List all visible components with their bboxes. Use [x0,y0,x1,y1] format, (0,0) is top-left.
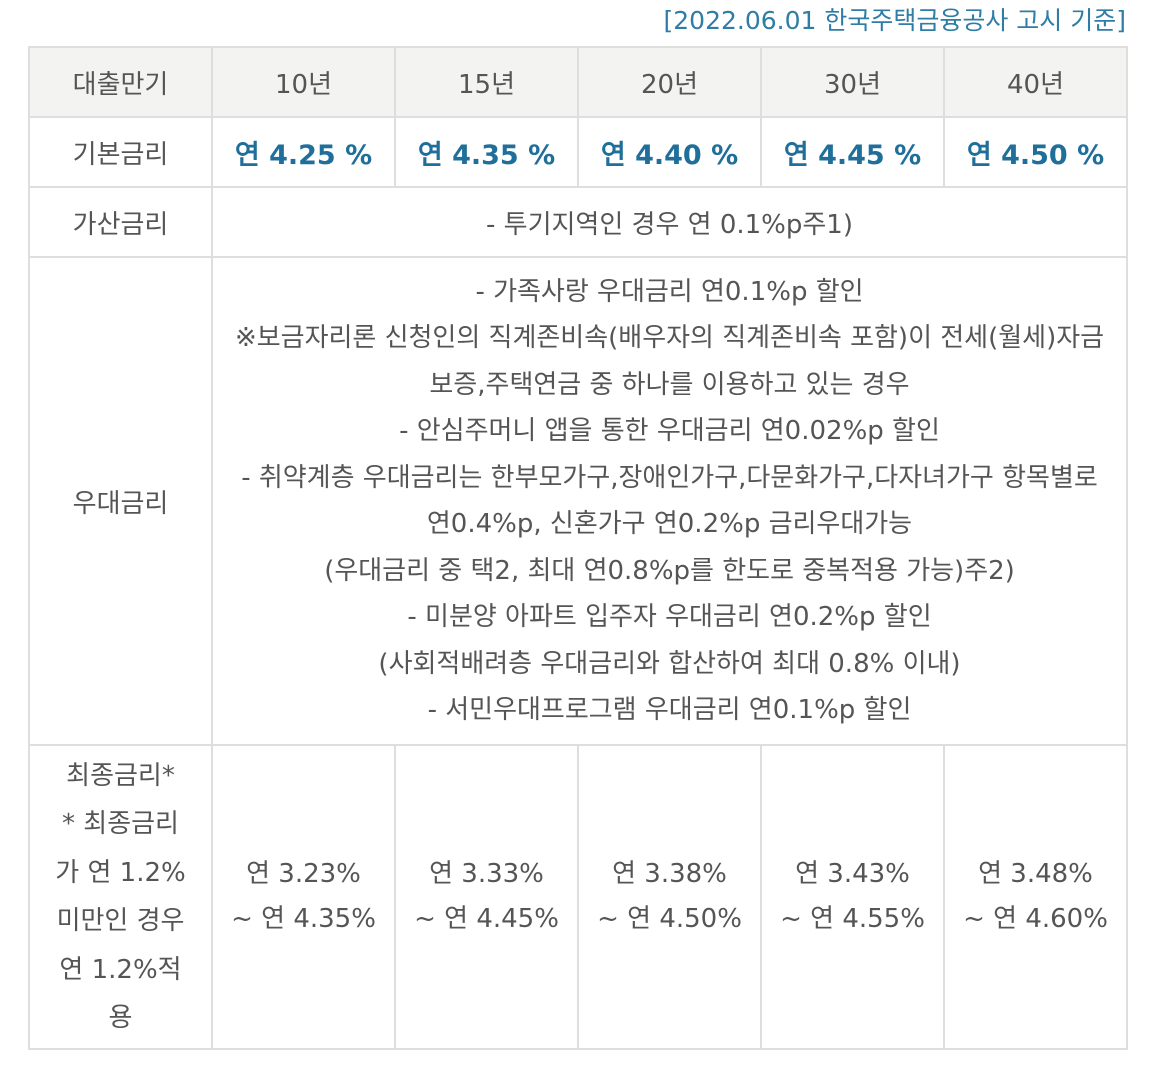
base-rate-10: 연 4.25 % [211,116,396,188]
pref-line: - 서민우대프로그램 우대금리 연0.1%p 할인 [427,695,912,725]
final-rate-15: 연 3.33% ~ 연 4.45% [394,744,579,1050]
final-rate-max: ~ 연 4.45% [414,904,559,934]
base-rate-label: 기본금리 [28,116,213,188]
final-rate-40: 연 3.48% ~ 연 4.60% [943,744,1128,1050]
final-rate-max: ~ 연 4.55% [780,904,925,934]
final-rate-min: 연 3.23% [246,859,361,889]
base-rate-row: 기본금리 연 4.25 % 연 4.35 % 연 4.40 % 연 4.45 %… [28,116,1128,188]
term-40: 40년 [943,46,1128,118]
base-rate-40: 연 4.50 % [943,116,1128,188]
final-rate-note: * 최종금리가 연 1.2% 미만인 경우 연 1.2%적용 [55,809,186,1033]
pref-line: - 가족사랑 우대금리 연0.1%p 할인 [475,276,864,307]
pref-line: - 미분양 아파트 입주자 우대금리 연0.2%p 할인 [407,602,932,632]
pref-rate-label: 우대금리 [28,256,213,746]
final-rate-min: 연 3.43% [795,859,910,889]
pref-rate-row: 우대금리 - 가족사랑 우대금리 연0.1%p 할인 ※보금자리론 신청인의 직… [28,256,1128,746]
base-rate-20: 연 4.40 % [577,116,762,188]
base-rate-15: 연 4.35 % [394,116,579,188]
final-rate-max: ~ 연 4.60% [963,904,1108,934]
pref-line: (사회적배려층 우대금리와 합산하여 최대 0.8% 이내) [378,648,961,679]
pref-line: - 취약계층 우대금리는 한부모가구,장애인가구,다문화가구,다자녀가구 항목별… [241,462,1098,540]
pref-line: - 안심주머니 앱을 통한 우대금리 연0.02%p 할인 [399,416,940,446]
add-rate-label: 가산금리 [28,186,213,258]
final-rate-row: 최종금리* * 최종금리가 연 1.2% 미만인 경우 연 1.2%적용 연 3… [28,744,1128,1050]
base-rate-30: 연 4.45 % [760,116,945,188]
pref-line: (우대금리 중 택2, 최대 연0.8%p를 한도로 중복적용 가능)주2) [324,555,1015,586]
final-rate-label: 최종금리* [66,760,175,791]
final-rate-max: ~ 연 4.35% [231,904,376,934]
add-rate-text: - 투기지역인 경우 연 0.1%p주1) [211,186,1128,258]
final-rate-min: 연 3.48% [978,859,1093,889]
notice-text: [2022.06.01 한국주택금융공사 고시 기준] [663,6,1127,35]
term-15: 15년 [394,46,579,118]
rate-table: 대출만기 10년 15년 20년 30년 40년 기본금리 연 4.25 % 연… [28,46,1128,1050]
final-rate-10: 연 3.23% ~ 연 4.35% [211,744,396,1050]
pref-line: ※보금자리론 신청인의 직계존비속(배우자의 직계존비속 포함)이 전세(월세)… [234,323,1105,400]
term-30: 30년 [760,46,945,118]
term-20: 20년 [577,46,762,118]
loan-term-label: 대출만기 [28,46,213,118]
final-rate-20: 연 3.38% ~ 연 4.50% [577,744,762,1050]
add-rate-row: 가산금리 - 투기지역인 경우 연 0.1%p주1) [28,186,1128,258]
final-rate-min: 연 3.33% [429,859,544,889]
pref-rate-cell: - 가족사랑 우대금리 연0.1%p 할인 ※보금자리론 신청인의 직계존비속(… [211,256,1128,746]
header-row: 대출만기 10년 15년 20년 30년 40년 [28,46,1128,118]
term-10: 10년 [211,46,396,118]
final-rate-max: ~ 연 4.50% [597,904,742,934]
final-rate-min: 연 3.38% [612,859,727,889]
final-rate-30: 연 3.43% ~ 연 4.55% [760,744,945,1050]
final-rate-label-cell: 최종금리* * 최종금리가 연 1.2% 미만인 경우 연 1.2%적용 [28,744,213,1050]
